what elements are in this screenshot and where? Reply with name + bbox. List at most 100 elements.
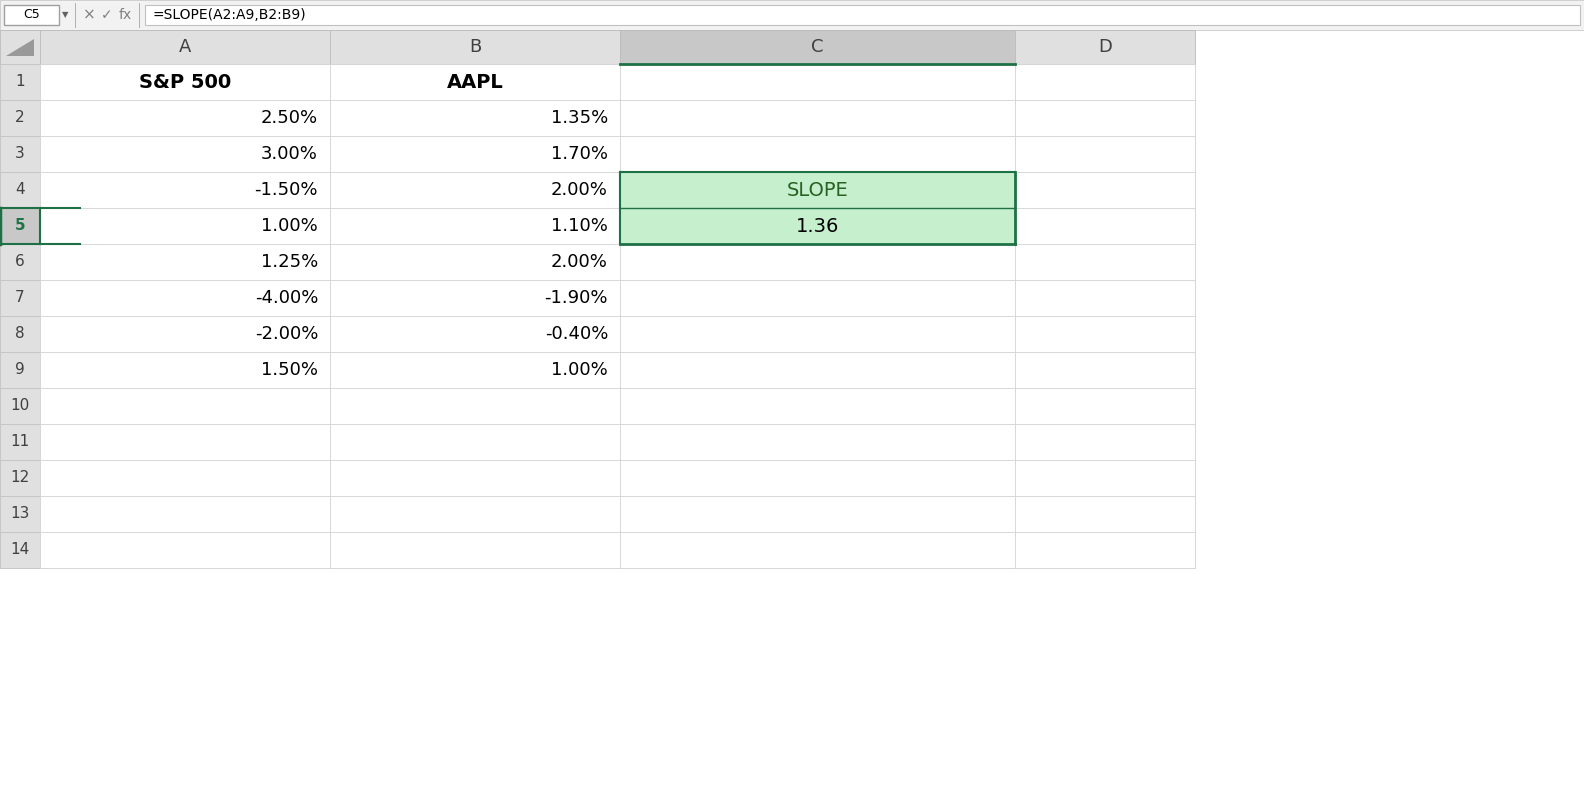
- Polygon shape: [6, 39, 33, 55]
- Text: -4.00%: -4.00%: [255, 289, 318, 307]
- Bar: [329, 244, 619, 280]
- Bar: [1015, 136, 1194, 172]
- Text: 2.50%: 2.50%: [261, 109, 318, 127]
- Text: 14: 14: [11, 543, 30, 558]
- Text: ✓: ✓: [101, 8, 112, 22]
- Bar: [619, 244, 1015, 280]
- Bar: [329, 208, 619, 244]
- Bar: [0, 64, 40, 100]
- Bar: [619, 316, 1015, 352]
- Bar: [40, 64, 329, 100]
- Bar: [0, 100, 40, 136]
- Text: 10: 10: [11, 398, 30, 413]
- Bar: [0, 280, 40, 316]
- Bar: [40, 496, 329, 532]
- Bar: [619, 424, 1015, 460]
- Text: -2.00%: -2.00%: [255, 325, 318, 343]
- Text: 8: 8: [16, 326, 25, 341]
- Bar: [619, 30, 1015, 64]
- Text: 7: 7: [16, 291, 25, 306]
- Bar: [619, 208, 1015, 244]
- Bar: [1015, 30, 1194, 64]
- Text: ×: ×: [82, 7, 95, 22]
- Bar: [619, 388, 1015, 424]
- Bar: [619, 172, 1015, 208]
- Text: 1.25%: 1.25%: [261, 253, 318, 271]
- Bar: [0, 460, 40, 496]
- Bar: [619, 352, 1015, 388]
- Bar: [619, 136, 1015, 172]
- Bar: [40, 388, 329, 424]
- Bar: [5, 5, 59, 25]
- Bar: [329, 172, 619, 208]
- Bar: [146, 5, 1579, 25]
- Text: C: C: [811, 38, 824, 56]
- Text: 1.50%: 1.50%: [261, 361, 318, 379]
- Text: 6: 6: [16, 254, 25, 269]
- Text: AAPL: AAPL: [447, 73, 504, 92]
- Bar: [1015, 424, 1194, 460]
- Bar: [329, 496, 619, 532]
- Text: 1.00%: 1.00%: [551, 361, 608, 379]
- Bar: [329, 460, 619, 496]
- Text: 2.00%: 2.00%: [551, 181, 608, 199]
- Bar: [0, 208, 40, 244]
- Text: 1: 1: [16, 74, 25, 89]
- Text: -0.40%: -0.40%: [545, 325, 608, 343]
- Bar: [0, 30, 40, 64]
- Text: 13: 13: [11, 506, 30, 521]
- Text: 3.00%: 3.00%: [261, 145, 318, 163]
- Bar: [0, 424, 40, 460]
- Bar: [40, 136, 329, 172]
- Bar: [619, 460, 1015, 496]
- Text: S&P 500: S&P 500: [139, 73, 231, 92]
- Text: 1.70%: 1.70%: [551, 145, 608, 163]
- Bar: [1015, 496, 1194, 532]
- Bar: [1015, 388, 1194, 424]
- Text: 1.00%: 1.00%: [261, 217, 318, 235]
- Bar: [619, 64, 1015, 100]
- Text: 9: 9: [16, 363, 25, 378]
- Text: 5: 5: [14, 219, 25, 234]
- Bar: [0, 136, 40, 172]
- Bar: [0, 0, 1584, 30]
- Bar: [1015, 316, 1194, 352]
- Bar: [1015, 64, 1194, 100]
- Bar: [329, 424, 619, 460]
- Bar: [619, 496, 1015, 532]
- Bar: [40, 532, 329, 568]
- Bar: [40, 208, 329, 244]
- Bar: [40, 100, 329, 136]
- Text: 2: 2: [16, 111, 25, 126]
- Bar: [0, 352, 40, 388]
- Bar: [0, 244, 40, 280]
- Text: A: A: [179, 38, 192, 56]
- Text: C5: C5: [24, 9, 40, 21]
- Bar: [619, 532, 1015, 568]
- Bar: [0, 496, 40, 532]
- Bar: [329, 316, 619, 352]
- Text: 1.35%: 1.35%: [551, 109, 608, 127]
- Bar: [0, 316, 40, 352]
- Bar: [1015, 100, 1194, 136]
- Bar: [1015, 460, 1194, 496]
- Bar: [329, 352, 619, 388]
- Text: -1.90%: -1.90%: [545, 289, 608, 307]
- Bar: [619, 280, 1015, 316]
- Text: SLOPE: SLOPE: [787, 180, 849, 200]
- Bar: [40, 460, 329, 496]
- Bar: [619, 100, 1015, 136]
- Text: 3: 3: [16, 146, 25, 161]
- Bar: [329, 30, 619, 64]
- Bar: [1015, 172, 1194, 208]
- Text: fx: fx: [119, 8, 131, 22]
- Bar: [1015, 208, 1194, 244]
- Text: B: B: [469, 38, 482, 56]
- Text: 1.10%: 1.10%: [551, 217, 608, 235]
- Bar: [40, 424, 329, 460]
- Bar: [1015, 352, 1194, 388]
- Bar: [40, 316, 329, 352]
- Bar: [0, 388, 40, 424]
- Bar: [40, 352, 329, 388]
- Text: 4: 4: [16, 182, 25, 198]
